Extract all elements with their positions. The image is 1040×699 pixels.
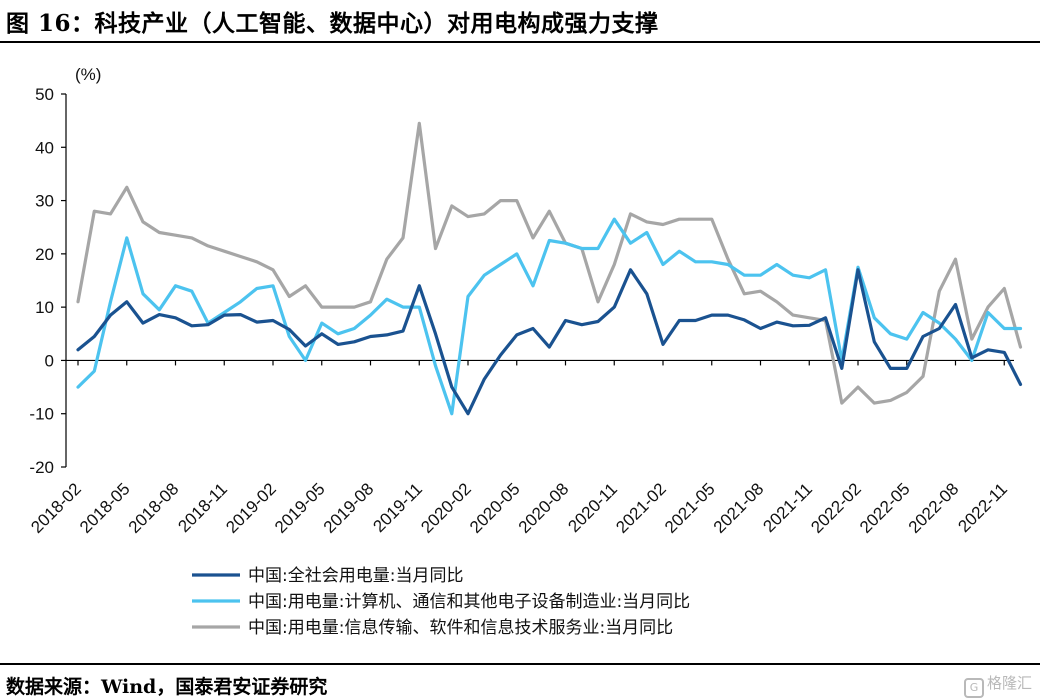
y-tick-label: 20 [35,245,54,264]
x-tick-label: 2020-05 [466,479,524,537]
watermark: G 格隆汇 [963,672,1032,698]
y-tick-label: 0 [45,351,54,370]
x-tick-label: 2022-05 [856,479,914,537]
x-tick-label: 2018-08 [125,479,183,537]
legend-label-2: 中国:用电量:计算机、通信和其他电子设备制造业:当月同比 [248,592,690,612]
legend-label-1: 中国:全社会用电量:当月同比 [248,566,463,586]
x-tick-label: 2021-05 [661,479,719,537]
y-tick-label: -20 [29,458,54,477]
x-tick-label: 2021-11 [759,479,816,536]
y-tick-label: -10 [29,405,54,424]
y-unit-label: (%) [75,65,101,84]
y-tick-label: 10 [35,298,54,317]
x-tick-label: 2021-08 [710,479,768,537]
y-tick-label: 30 [35,192,54,211]
x-tick-label: 2018-02 [27,479,85,537]
x-tick-label: 2020-02 [417,479,475,537]
x-tick-label: 2018-05 [76,479,134,537]
watermark-text: 格隆汇 [986,674,1032,692]
figure-title: 图 16：科技产业（人工智能、数据中心）对用电构成强力支撑 [6,10,659,37]
series-line-2 [76,217,1023,416]
x-tick-label: 2019-08 [320,479,378,537]
x-tick-label: 2020-11 [564,479,621,536]
x-tick-label: 2022-11 [954,479,1011,536]
y-tick-label: 40 [35,138,54,157]
source-note: 数据来源：Wind，国泰君安证券研究 [6,676,328,698]
x-tick-label: 2022-08 [905,479,963,537]
x-tick-label: 2019-02 [222,479,280,537]
y-tick-label: 50 [35,85,54,104]
x-tick-label: 2022-02 [807,479,865,537]
x-tick-label: 2019-05 [271,479,329,537]
watermark-logo-icon: G [963,678,984,698]
x-tick-label: 2019-11 [369,479,426,536]
line-chart: (%) -20 -10 0 10 20 30 40 50 2018-022018-052018-0… [27,65,1023,638]
legend-label-3: 中国:用电量:信息传输、软件和信息技术服务业:当月同比 [248,618,673,638]
x-tick-label: 2021-02 [612,479,670,537]
chart-series [76,121,1023,416]
series-line-1 [76,268,1023,416]
x-tick-label: 2018-11 [174,479,231,536]
series-line-3 [76,121,1023,405]
bottom-rule [0,663,1040,665]
chart-legend: 中国:全社会用电量:当月同比中国:用电量:计算机、通信和其他电子设备制造业:当月… [192,566,690,638]
x-tick-label: 2020-08 [515,479,573,537]
top-rule [0,41,1040,43]
